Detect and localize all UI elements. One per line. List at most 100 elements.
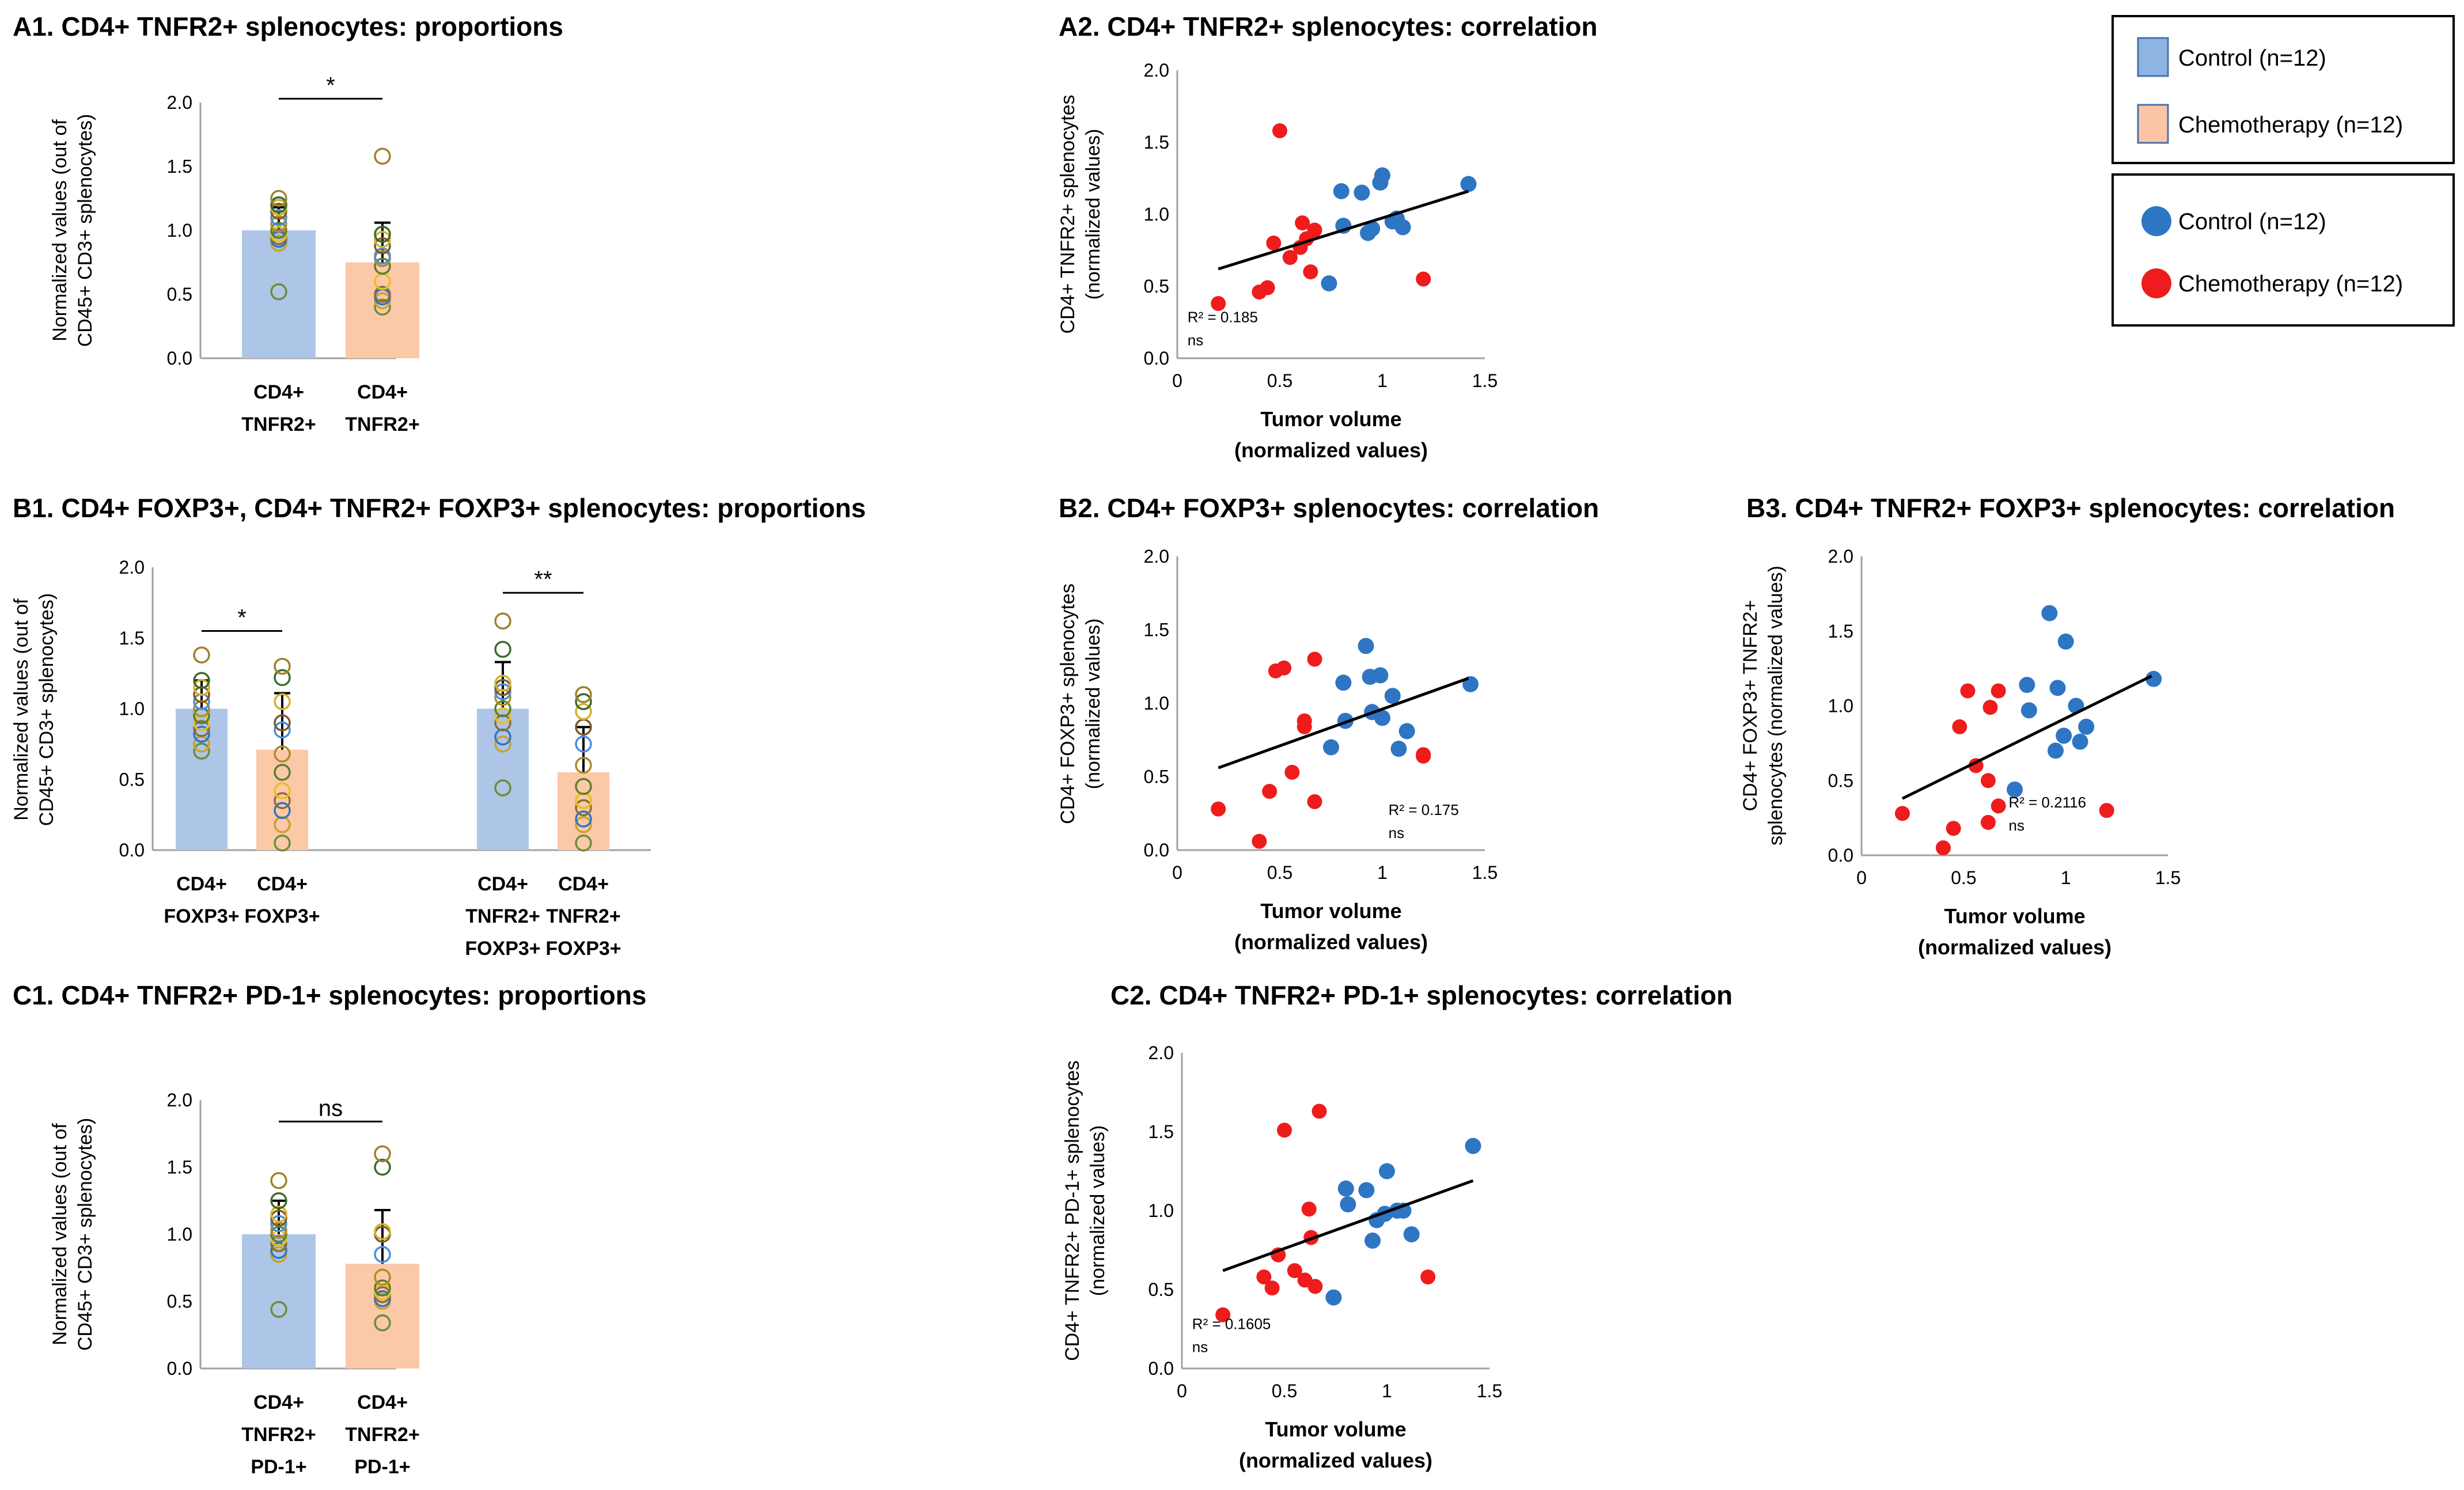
- panel-A1-y-axis-label-line: CD45+ CD3+ splenocytes): [74, 114, 96, 347]
- panel-B1-y-axis-label-line: CD45+ CD3+ splenocytes): [36, 593, 58, 826]
- panel-B1-data-point: [575, 816, 592, 833]
- panel-B2-y-tick-label: 0.5: [1144, 767, 1169, 787]
- panel-A2-point-chemotherapy: [1266, 236, 1282, 251]
- panel-A1-data-point: [270, 215, 287, 233]
- panel-A1-data-point: [374, 298, 391, 316]
- panel-A2-x-axis-label: (normalized values): [1234, 438, 1428, 462]
- panel-B3-point-chemotherapy: [2099, 803, 2114, 818]
- panel-B3-point-chemotherapy: [1946, 821, 1961, 836]
- panel-B1-y-tick-label: 2.0: [119, 557, 145, 578]
- panel-C2-y-tick-label: 1.5: [1148, 1121, 1174, 1142]
- panel-C2-point-chemotherapy: [1420, 1269, 1436, 1285]
- panel-B3-point-chemotherapy: [1980, 814, 1996, 830]
- panel-B3-point-control: [2072, 733, 2088, 750]
- legend-dots-frame: [2112, 173, 2455, 327]
- panel-C2-point-control: [1465, 1138, 1481, 1154]
- panel-C1-data-point: [374, 1158, 391, 1176]
- panel-C2-significance-label: ns: [1192, 1339, 1208, 1356]
- legend-bars-frame: [2112, 15, 2455, 164]
- panel-A2-x-axis-label: Tumor volume: [1260, 407, 1401, 431]
- panel-B2-x-tick-label: 0.5: [1267, 862, 1292, 883]
- panel-A2: A2. CD4+ TNFR2+ splenocytes: correlation…: [1057, 12, 1598, 462]
- panel-B2-y-tick-label: 2.0: [1144, 546, 1169, 567]
- panel-B3-point-chemotherapy: [1952, 719, 1968, 734]
- panel-A2-title: A2. CD4+ TNFR2+ splenocytes: correlation: [1059, 12, 1598, 41]
- panel-B2-point-control: [1335, 674, 1352, 691]
- panel-A1-data-point: [270, 196, 287, 214]
- panel-A1-data-point: [270, 283, 287, 301]
- panel-A1-y-tick-label: 2.0: [167, 92, 192, 113]
- panel-B3-point-control: [2057, 633, 2074, 650]
- panel-B2-significance-label: ns: [1389, 824, 1404, 841]
- panel-A2-point-chemotherapy: [1260, 280, 1275, 295]
- panel-A2-x-tick-label: 1: [1377, 370, 1388, 391]
- panel-A2-y-axis-label: CD4+ TNFR2+ splenocytes (normalized value…: [1057, 94, 1104, 333]
- panel-B1-data-point: [193, 646, 210, 664]
- panel-B3-trend-line: [1901, 674, 2152, 800]
- panel-A1-category-label: CD4+: [253, 381, 304, 403]
- panel-B3-x-tick-label: 0.5: [1951, 867, 1976, 888]
- panel-C1-data-point: [270, 1215, 287, 1233]
- panel-B2-x-tick-label: 0: [1172, 862, 1182, 883]
- panel-B1-significance-label: *: [237, 605, 247, 630]
- panel-B3-x-tick-label: 1: [2061, 867, 2071, 888]
- panel-A1: A1. CD4+ TNFR2+ splenocytes: proportions…: [13, 12, 563, 435]
- panel-B2-point-control: [1372, 667, 1389, 684]
- panel-B1-y-tick-label: 1.0: [119, 699, 145, 719]
- legend-swatch-control-bar: [2137, 37, 2169, 77]
- panel-A1-data-point: [270, 189, 287, 207]
- panel-B1-title: B1. CD4+ FOXP3+, CD4+ TNFR2+ FOXP3+ sple…: [13, 493, 866, 523]
- panel-B2-point-chemotherapy: [1252, 833, 1267, 849]
- panel-C2-x-axis-label: (normalized values): [1239, 1449, 1432, 1472]
- panel-A1-significance-label: *: [326, 73, 335, 98]
- panel-B3-y-axis-label-line: CD4+ FOXP3+ TNFR2+: [1739, 600, 1761, 812]
- panel-B2-title: B2. CD4+ FOXP3+ splenocytes: correlation: [1059, 493, 1599, 523]
- panel-B1-category-label: CD4+: [477, 873, 528, 895]
- panel-B1-data-point: [193, 725, 210, 743]
- panel-C1-y-tick-label: 2.0: [167, 1090, 192, 1110]
- panel-A1-data-point: [374, 257, 391, 275]
- panel-B2-point-control: [1398, 723, 1415, 740]
- panel-A2-point-control: [1354, 184, 1370, 201]
- panel-B3-y-tick-label: 2.0: [1828, 546, 1853, 567]
- panel-C2-point-control: [1340, 1196, 1356, 1213]
- panel-C2-point-chemotherapy: [1264, 1280, 1280, 1296]
- panel-B1-data-point: [575, 703, 592, 721]
- panel-C1-data-point: [270, 1226, 287, 1243]
- panel-B1-data-point: [575, 810, 592, 828]
- panel-C2-y-axis-label-line: CD4+ TNFR2+ PD-1+ splenocytes: [1062, 1060, 1083, 1361]
- panel-B2: B2. CD4+ FOXP3+ splenocytes: correlation…: [1057, 493, 1599, 954]
- panel-B1-data-point: [274, 792, 291, 809]
- panel-B1-category-label: CD4+: [257, 873, 308, 895]
- panel-B1-bar-control: [176, 708, 228, 850]
- panel-C2-point-control: [1403, 1226, 1420, 1243]
- panel-A1-bar-chemotherapy: [346, 262, 419, 358]
- panel-B1-data-point: [494, 779, 511, 797]
- panel-C1-data-point: [374, 1314, 391, 1332]
- panel-A2-x-tick-label: 1.5: [1472, 370, 1498, 391]
- panel-A1-y-axis-label: Normalized values (out of CD45+ CD3+ sple…: [49, 114, 96, 347]
- panel-C1-y-tick-label: 1.5: [167, 1157, 192, 1178]
- panel-B1-significance-label: **: [534, 567, 552, 592]
- legend-bars: Control (n=12) Chemotherapy (n=12): [2112, 15, 2455, 164]
- panel-C1-data-point: [270, 1235, 287, 1253]
- panel-B1-data-point: [274, 721, 291, 739]
- legend-label-chemo-bar: Chemotherapy (n=12): [2178, 112, 2403, 138]
- panel-A1-data-point: [374, 237, 391, 255]
- panel-C2-y-axis-label-line: (normalized values): [1087, 1125, 1109, 1296]
- panel-C2-point-chemotherapy: [1256, 1269, 1272, 1285]
- panel-C2-x-tick-label: 1.5: [1477, 1381, 1502, 1401]
- panel-B1-data-point: [494, 700, 511, 718]
- panel-B3-point-control: [2078, 718, 2095, 735]
- panel-C1-category-label: TNFR2+: [345, 1424, 419, 1446]
- panel-A2-point-control: [1364, 221, 1381, 237]
- panel-C1-data-point: [270, 1192, 287, 1210]
- panel-A1-category-label: CD4+: [357, 381, 408, 403]
- panel-B3-point-control: [2049, 680, 2066, 696]
- panel-B1-data-point: [575, 693, 592, 710]
- panel-B2-y-tick-label: 0.0: [1144, 840, 1169, 860]
- panel-A2-point-control: [1460, 176, 1477, 192]
- panel-C1-category-label: PD-1+: [251, 1456, 306, 1478]
- panel-A2-y-axis-label-line: (normalized values): [1082, 129, 1104, 300]
- panel-B2-point-control: [1384, 688, 1401, 704]
